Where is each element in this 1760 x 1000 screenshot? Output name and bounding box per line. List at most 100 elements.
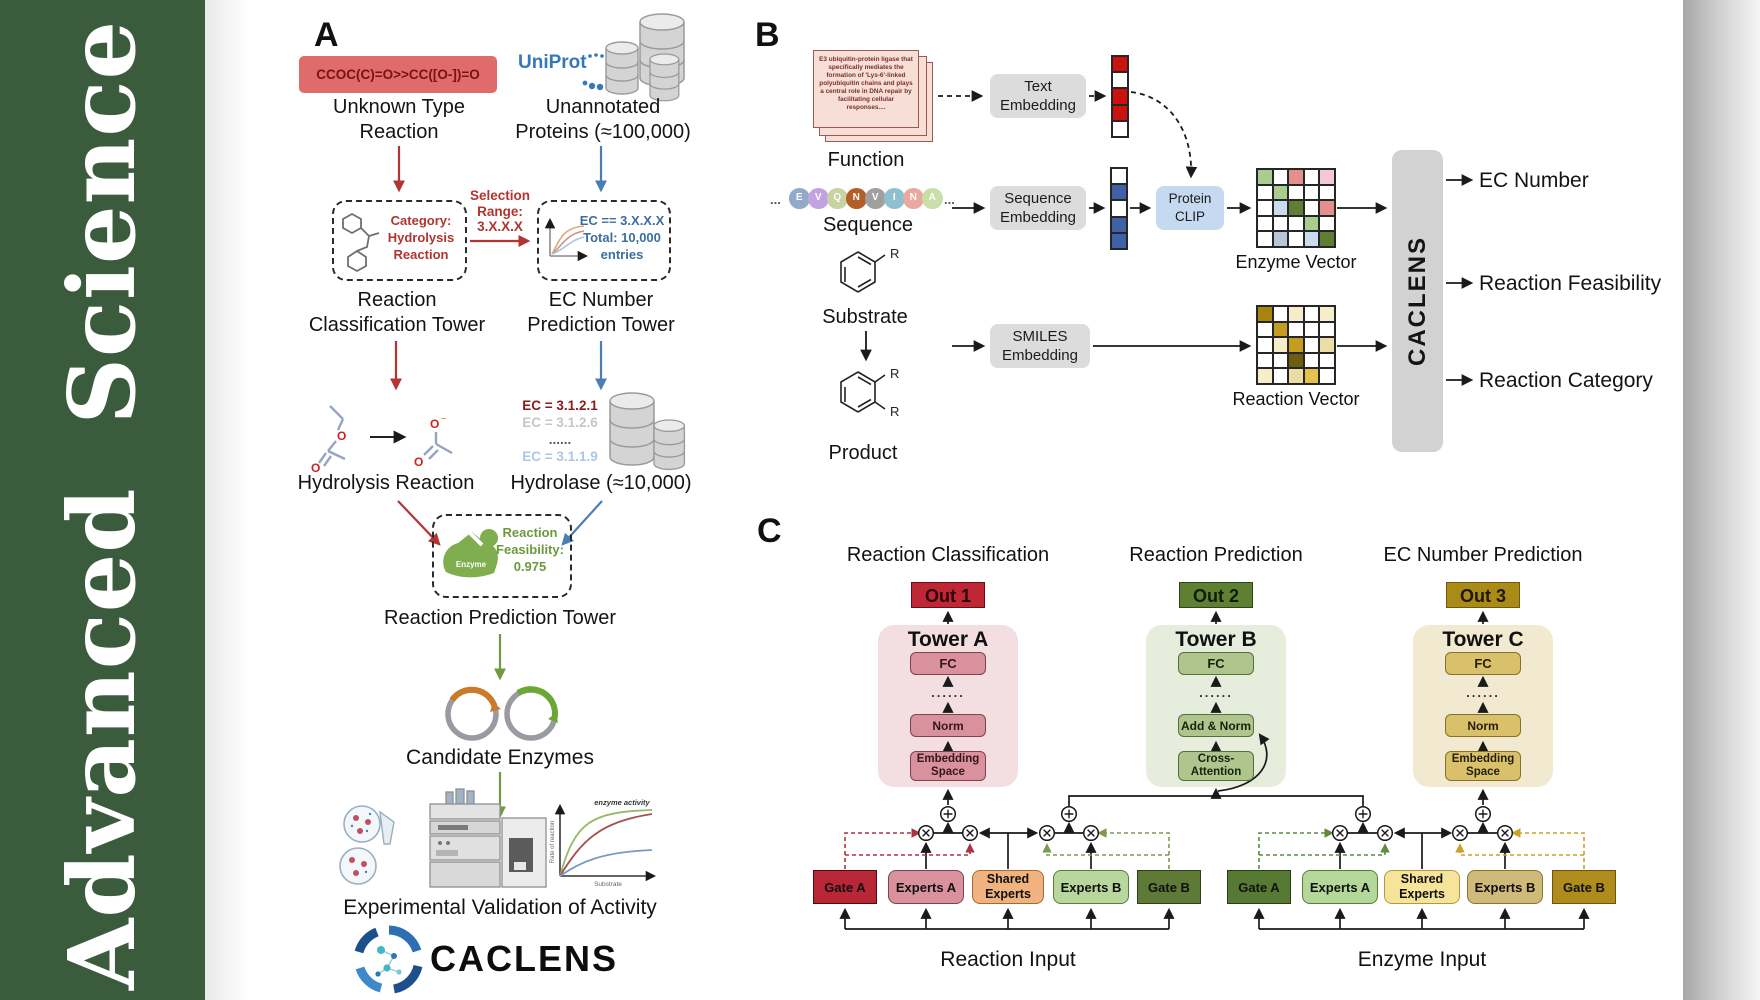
panel-b-label: B <box>755 16 780 54</box>
enzyme-experts-a: Experts A <box>1302 870 1378 904</box>
tower-c-dots: ...... <box>1466 685 1500 700</box>
reaction-input-label: Reaction Input <box>940 948 1076 971</box>
out-2-box: Out 2 <box>1179 582 1253 608</box>
tower-b-dots: ...... <box>1199 685 1233 700</box>
svg-text:–: – <box>441 413 446 423</box>
unannotated-label: Unannotated Proteins (≈100,000) <box>515 96 691 143</box>
ec-selection-label: EC == 3.X.X.X Total: 10,000 entries <box>579 213 665 262</box>
ec-result-3: EC = 3.1.1.9 <box>522 449 598 464</box>
sequence-ellipsis-left: ... <box>770 192 781 207</box>
tower-c-fc: FC <box>1445 652 1521 675</box>
circled-plus-icons <box>939 805 1492 823</box>
reaction-vector-label: Reaction Vector <box>1232 389 1360 409</box>
page-edge-shadow-left <box>205 0 249 1000</box>
sequence-embedding-vector <box>1110 167 1129 250</box>
text-embedding-box: Text Embedding <box>990 74 1086 118</box>
plot-annotation: enzyme activity <box>594 798 650 807</box>
panel-a-label: A <box>314 16 339 54</box>
plot-ylabel: Rate of reaction <box>550 821 556 863</box>
enzyme-shared-experts: Shared Experts <box>1384 870 1460 904</box>
substrate-molecule: R <box>840 246 899 293</box>
database-stack-hydrolase <box>609 392 686 471</box>
hplc-instrument-icon <box>429 788 547 888</box>
tower-b-fc: FC <box>1178 652 1254 675</box>
svg-text:O: O <box>414 455 423 469</box>
reaction-vector-grid <box>1256 305 1336 385</box>
classification-tower-label: Reaction Classification Tower <box>308 289 486 336</box>
protein-clip-box: Protein CLIP <box>1156 186 1224 230</box>
tower-a-norm: Norm <box>910 714 986 737</box>
ec-result-2: EC = 3.1.2.6 <box>522 415 598 430</box>
svg-text:O: O <box>430 417 439 431</box>
tower-b-title: Tower B <box>1175 628 1257 651</box>
product-r2-label: R <box>890 404 899 419</box>
hydrolase-label: Hydrolase (≈10,000) <box>510 472 692 494</box>
feasibility-box <box>432 514 572 598</box>
selection-range-label: Selection Range: 3.X.X.X <box>469 188 531 234</box>
column-title-ec-number-prediction: EC Number Prediction <box>1383 544 1583 566</box>
category-label: Category: Hydrolysis Reaction <box>387 213 455 262</box>
residue-circle: A <box>922 188 943 209</box>
smiles-embedding-box: SMILES Embedding <box>990 324 1090 368</box>
uniprot-logo-text: UniProt <box>518 52 587 73</box>
caclens-model-label: CACLENS <box>1403 235 1431 366</box>
output-reaction-feasibility: Reaction Feasibility <box>1479 272 1662 295</box>
caclens-model-box: CACLENS <box>1392 150 1443 452</box>
substrate-label: Substrate <box>822 306 908 328</box>
panel-b-arrows <box>860 90 1474 386</box>
svg-text:O: O <box>337 429 346 443</box>
reaction-gate-a: Gate A <box>813 870 877 904</box>
residue-circle: I <box>884 188 905 209</box>
tower-b-cross-attention: Cross- Attention <box>1178 751 1254 781</box>
sequence-label: Sequence <box>822 214 914 236</box>
sequence-ellipsis-right: ... <box>944 192 955 207</box>
enzyme-input-label: Enzyme Input <box>1357 948 1487 971</box>
ec-result-1: EC = 3.1.2.1 <box>522 398 598 413</box>
acetate-molecule: O – O <box>414 413 453 469</box>
residue-circle: Q <box>827 188 848 209</box>
enzyme-experts-b: Experts B <box>1467 870 1543 904</box>
text-embedding-vector <box>1111 55 1130 138</box>
column-title-reaction-classification: Reaction Classification <box>846 544 1050 566</box>
tower-a-dots: ...... <box>931 685 965 700</box>
caclens-logo-icon <box>354 925 423 994</box>
circled-times-icons <box>917 824 1514 842</box>
classification-result-box <box>332 200 467 281</box>
candidate-enzymes-label: Candidate Enzymes <box>406 746 594 769</box>
product-molecule: R R <box>840 366 899 419</box>
database-stack-unannotated <box>605 13 685 102</box>
smiles-reaction-box: CCOC(C)=O>>CC([O-])=O <box>299 56 497 93</box>
gate-dashed-paths <box>844 828 1585 869</box>
enzyme-vector-label: Enzyme Vector <box>1235 252 1357 272</box>
product-r1-label: R <box>890 366 899 381</box>
reaction-gate-b: Gate B <box>1137 870 1201 904</box>
reaction-shared-experts: Shared Experts <box>972 870 1044 904</box>
output-reaction-category: Reaction Category <box>1479 369 1653 392</box>
ec-result-dots: ...... <box>548 432 572 447</box>
caclens-wordmark: CACLENS <box>430 938 619 979</box>
candidate-plasmids-icon <box>445 686 558 741</box>
residue-circle: N <box>846 188 867 209</box>
out-3-box: Out 3 <box>1446 582 1520 608</box>
journal-sidebar: Advanced Science <box>0 0 205 1000</box>
uniprot-logo-dots <box>582 53 616 91</box>
output-ec-number: EC Number <box>1479 169 1589 192</box>
enzyme-gate-a: Gate A <box>1227 870 1291 904</box>
enzyme-vector-grid <box>1256 168 1336 248</box>
sequence-embedding-box: Sequence Embedding <box>990 186 1086 230</box>
tower-a-title: Tower A <box>907 628 989 651</box>
ec-tower-label: EC Number Prediction Tower <box>527 289 675 336</box>
reaction-experts-b: Experts B <box>1053 870 1129 904</box>
page-edge-shadow-right <box>1683 0 1760 1000</box>
tower-a-embedding-space: Embedding Space <box>910 751 986 781</box>
ec-selection-box <box>537 200 671 281</box>
plot-xlabel: Substrate <box>594 881 622 888</box>
residue-circle: E <box>789 188 810 209</box>
function-label: Function <box>827 149 905 171</box>
residue-circle: V <box>808 188 829 209</box>
unknown-type-label: Unknown Type Reaction <box>333 96 465 143</box>
column-title-reaction-prediction: Reaction Prediction <box>1129 544 1303 566</box>
tower-c-norm: Norm <box>1445 714 1521 737</box>
